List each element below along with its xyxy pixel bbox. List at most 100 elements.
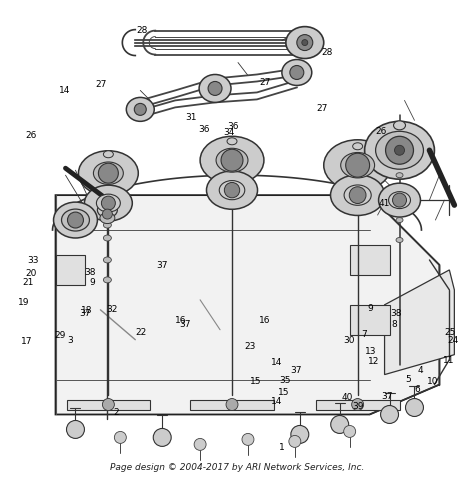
Circle shape [394, 145, 404, 155]
Polygon shape [384, 270, 455, 375]
Ellipse shape [219, 181, 245, 200]
Text: 38: 38 [85, 268, 96, 277]
Circle shape [194, 438, 206, 450]
Text: ARI: ARI [157, 219, 317, 301]
Circle shape [101, 196, 115, 210]
Text: 5: 5 [405, 375, 411, 384]
Ellipse shape [54, 202, 98, 238]
Text: 37: 37 [290, 366, 301, 375]
Text: 16: 16 [259, 315, 270, 325]
Circle shape [153, 428, 171, 446]
Text: 37: 37 [79, 309, 91, 318]
Ellipse shape [127, 98, 154, 121]
Text: 17: 17 [21, 337, 33, 347]
Circle shape [102, 399, 114, 411]
Text: 15: 15 [278, 389, 289, 397]
Circle shape [352, 399, 364, 411]
Text: 14: 14 [271, 397, 283, 405]
Ellipse shape [379, 183, 420, 217]
Circle shape [349, 187, 366, 204]
Circle shape [208, 81, 222, 96]
Text: 1: 1 [279, 443, 285, 452]
Text: 34: 34 [224, 128, 235, 137]
Circle shape [66, 421, 84, 438]
Ellipse shape [79, 151, 138, 196]
Text: 23: 23 [244, 342, 255, 351]
Text: 9: 9 [367, 304, 373, 313]
Ellipse shape [207, 171, 257, 209]
Circle shape [134, 103, 146, 115]
Text: 36: 36 [228, 122, 239, 131]
Text: 11: 11 [443, 356, 455, 365]
Ellipse shape [84, 185, 132, 221]
Ellipse shape [286, 27, 324, 58]
Text: 32: 32 [107, 305, 118, 314]
Text: 37: 37 [156, 261, 168, 270]
Ellipse shape [375, 131, 423, 169]
Ellipse shape [103, 151, 113, 158]
Ellipse shape [389, 192, 410, 208]
Text: 14: 14 [59, 86, 70, 95]
Text: 16: 16 [174, 315, 186, 325]
Text: 28: 28 [321, 48, 333, 57]
Polygon shape [350, 245, 390, 275]
Ellipse shape [396, 217, 403, 223]
Text: 27: 27 [317, 104, 328, 113]
Text: Page design © 2004-2017 by ARI Network Services, Inc.: Page design © 2004-2017 by ARI Network S… [110, 463, 364, 472]
Ellipse shape [393, 121, 405, 130]
Text: 25: 25 [445, 328, 456, 337]
Text: 28: 28 [137, 26, 148, 35]
Text: 26: 26 [375, 127, 386, 136]
Text: 8: 8 [391, 320, 397, 329]
Circle shape [226, 399, 238, 411]
Polygon shape [55, 195, 439, 414]
Text: 41: 41 [379, 199, 390, 208]
Circle shape [381, 405, 399, 424]
Text: 13: 13 [365, 347, 376, 356]
Circle shape [291, 425, 309, 444]
Circle shape [405, 399, 423, 416]
Text: 27: 27 [95, 80, 107, 88]
Text: 15: 15 [250, 377, 262, 386]
Ellipse shape [98, 203, 118, 217]
Circle shape [346, 153, 370, 177]
Circle shape [242, 434, 254, 445]
Circle shape [99, 163, 118, 183]
Ellipse shape [96, 194, 120, 212]
Ellipse shape [227, 138, 237, 145]
Text: 30: 30 [343, 337, 354, 346]
Text: 29: 29 [55, 331, 66, 340]
Ellipse shape [199, 75, 231, 102]
Text: 37: 37 [180, 320, 191, 329]
Text: 24: 24 [448, 337, 459, 346]
Text: 20: 20 [26, 269, 37, 278]
Text: 33: 33 [27, 256, 38, 265]
Ellipse shape [216, 148, 248, 172]
Circle shape [297, 34, 313, 51]
Circle shape [385, 136, 413, 164]
Circle shape [290, 65, 304, 79]
Circle shape [392, 193, 407, 207]
Text: 9: 9 [89, 278, 95, 287]
Ellipse shape [103, 235, 111, 241]
Ellipse shape [103, 222, 111, 228]
Text: 37: 37 [382, 392, 393, 401]
Text: 31: 31 [185, 113, 197, 122]
Circle shape [344, 425, 356, 437]
Polygon shape [350, 305, 390, 335]
Circle shape [289, 435, 301, 447]
Text: 26: 26 [26, 131, 37, 140]
Circle shape [221, 149, 243, 171]
Ellipse shape [103, 257, 111, 263]
Circle shape [67, 212, 83, 228]
Text: 22: 22 [135, 328, 146, 337]
Ellipse shape [62, 209, 90, 231]
Text: 7: 7 [361, 330, 366, 339]
Text: 39: 39 [353, 402, 364, 411]
Ellipse shape [200, 136, 264, 184]
Ellipse shape [330, 175, 385, 216]
Ellipse shape [396, 173, 403, 178]
Circle shape [102, 209, 112, 219]
Text: 4: 4 [417, 366, 423, 375]
Ellipse shape [100, 213, 115, 224]
